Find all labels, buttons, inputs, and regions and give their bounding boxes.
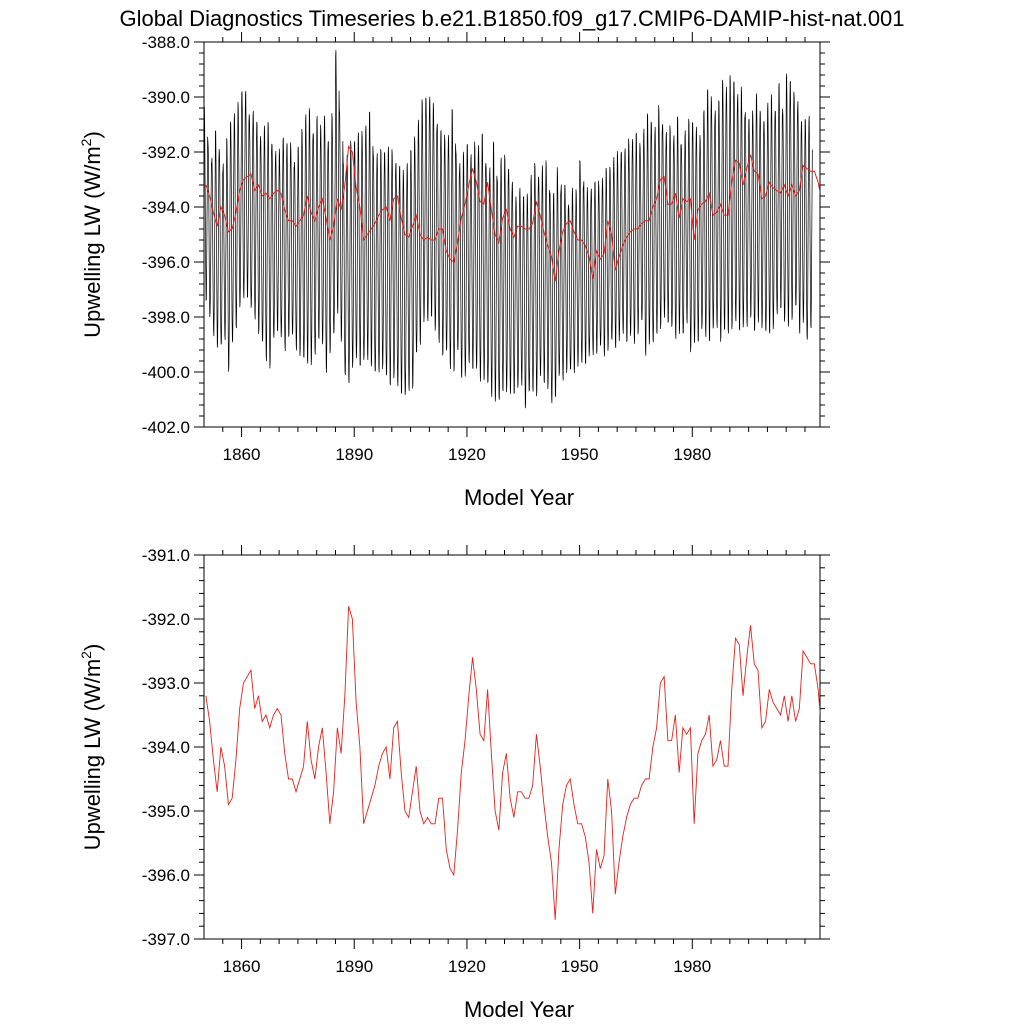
x-tick-label: 1860 — [223, 445, 261, 464]
x-axis-label: Model Year — [464, 485, 574, 510]
y-tick-label: -388.0 — [142, 33, 190, 52]
annual-mean-line — [205, 145, 820, 282]
top-panel: 1860 1890 1920 1950 1980 -402.0 -400.0 -398.0 -3… — [78, 32, 830, 510]
x-axis-label: Model Year — [464, 997, 574, 1022]
x-tick-label: 1950 — [561, 957, 599, 976]
y-tick-label: -400.0 — [142, 363, 190, 382]
x-tick-label: 1860 — [223, 957, 261, 976]
bottom-panel: 1860 1890 1920 1950 1980 -397.0 -396.0 -395.0 -3… — [78, 545, 830, 1022]
figure-title: Global Diagnostics Timeseries b.e21.B185… — [119, 6, 904, 31]
x-tick-label: 1890 — [335, 445, 373, 464]
x-tick-label: 1980 — [673, 445, 711, 464]
y-tick-label: -393.0 — [142, 674, 190, 693]
annual-mean-line — [205, 606, 820, 920]
y-tick-label: -396.0 — [142, 253, 190, 272]
plot-frame — [203, 41, 821, 428]
y-axis-label: Upwelling LW (W/m2) — [78, 644, 105, 851]
plot-frame — [203, 554, 821, 940]
y-tick-label: -390.0 — [142, 88, 190, 107]
y-tick-label: -395.0 — [142, 802, 190, 821]
x-tick-label: 1980 — [673, 957, 711, 976]
y-tick-label: -394.0 — [142, 738, 190, 757]
y-tick-label: -392.0 — [142, 610, 190, 629]
monthly-series-line — [204, 49, 813, 409]
y-tick-label: -392.0 — [142, 143, 190, 162]
y-tick-label: -394.0 — [142, 198, 190, 217]
y-tick-label: -397.0 — [142, 930, 190, 949]
x-tick-label: 1950 — [561, 445, 599, 464]
y-tick-label: -391.0 — [142, 546, 190, 565]
y-tick-label: -402.0 — [142, 418, 190, 437]
x-tick-label: 1890 — [335, 957, 373, 976]
y-tick-label: -396.0 — [142, 866, 190, 885]
x-tick-label: 1920 — [448, 445, 486, 464]
x-tick-label: 1920 — [448, 957, 486, 976]
y-tick-label: -398.0 — [142, 308, 190, 327]
y-axis-label: Upwelling LW (W/m2) — [78, 131, 105, 338]
